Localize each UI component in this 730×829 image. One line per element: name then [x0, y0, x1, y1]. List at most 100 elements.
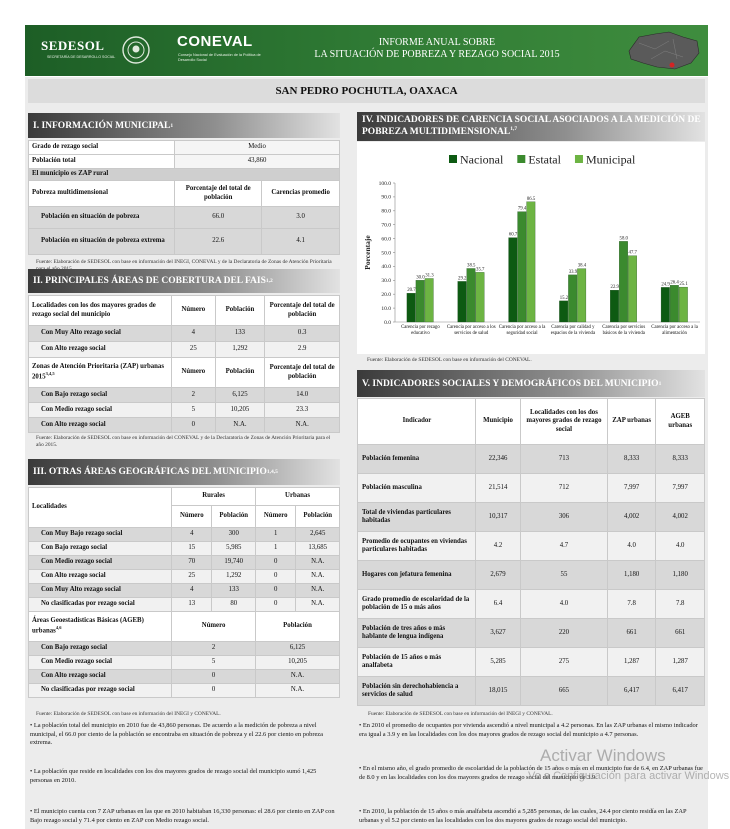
table-cell: 8,333 [606, 444, 657, 474]
footnote-ref: 1 [170, 122, 174, 129]
table-cell: 1,180 [655, 560, 705, 590]
table-cell: 0 [171, 669, 257, 684]
coneval-logo: CONEVAL [177, 33, 253, 50]
table-cell: N.A. [214, 417, 266, 433]
table-row: Número Población Número Población [29, 505, 340, 528]
bullet-paragraph: • La población total del municipio en 20… [30, 722, 323, 747]
section-title-text: IV. INDICADORES DE CARENCIA SOCIAL ASOCI… [362, 115, 701, 138]
table-cell: Promedio de ocupantes en viviendas parti… [357, 531, 476, 561]
table-row: Población en situación de pobreza 66.0 3.0 [27, 206, 340, 229]
table-row: El municipio es ZAP rural [28, 168, 340, 181]
bullet-paragraph: • En 2010, la población de 15 años o más… [359, 808, 687, 824]
bar [628, 255, 637, 323]
table-cell: Con Muy Bajo rezago social [27, 527, 173, 542]
table-cell: 300 [211, 527, 257, 542]
table-row: Con Muy Alto rezago social 4 133 0 N.A. [27, 583, 340, 598]
table-row: Pobreza multidimensional Porcentaje del t… [27, 180, 340, 207]
table-cell: 713 [520, 444, 608, 474]
x-tick-label: Carencia por servicios básicos de la viv… [602, 325, 646, 336]
bar [475, 272, 485, 323]
x-tick-label: Carencia por acceso a la alimentación [651, 325, 698, 336]
legend-label: Municipal [586, 153, 636, 167]
table-cell: N.A. [295, 555, 340, 570]
data-label: 15.2 [560, 296, 569, 301]
table-row: No clasificadas por rezago social 0 N.A. [27, 683, 340, 698]
section-title: II. PRINCIPALES ÁREAS DE COBERTURA DEL F… [33, 276, 266, 286]
table-row: Con Alto rezago social 0 N.A. [27, 669, 340, 684]
data-table: Localidades con los dos mayores grados d… [27, 295, 340, 433]
data-table: Indicador Municipio Localidades con los do… [357, 398, 705, 706]
data-label: 47.7 [629, 251, 638, 256]
table-row: Con Alto rezago social 25 1,292 2.9 [27, 341, 340, 358]
data-label: 58.0 [620, 236, 629, 241]
watermark: Activar Windows [540, 746, 666, 765]
table-row: Población sin derechohabiencia a servici… [357, 676, 705, 706]
table-cell: 665 [520, 676, 608, 706]
bar [508, 237, 518, 323]
table-row: Con Bajo rezago social 2 6,125 [27, 641, 340, 656]
data-label: 79.4 [518, 207, 527, 212]
table-cell: 10,205 [214, 402, 266, 418]
report-title-line: INFORME ANUAL SOBRE [378, 37, 496, 48]
bar [577, 268, 587, 323]
watermark: Ve a Configuración para activar Windows. [528, 770, 730, 782]
table-cell: Con Medio rezago social [27, 402, 173, 418]
table-cell: 133 [211, 583, 257, 598]
section-header: V. INDICADORES SOCIALES Y DEMOGRÁFICOS D… [357, 370, 705, 397]
table-cell: Población en situación de pobreza extrem… [27, 228, 176, 255]
bar [678, 286, 688, 323]
table-cell: N.A. [295, 569, 340, 584]
table-cell: Pobreza multidimensional [27, 180, 176, 207]
table-cell: 4.2 [474, 531, 522, 561]
section-header: IV. INDICADORES DE CARENCIA SOCIAL ASOCI… [357, 112, 705, 141]
table-cell: Carencias promedio [261, 180, 340, 207]
table-cell: 2,645 [295, 527, 340, 542]
sedesol-logo: SEDESOL [41, 38, 105, 53]
table-cell: ZAP urbanas [606, 398, 657, 445]
table-cell: 712 [520, 473, 608, 503]
section-title: III. OTRAS ÁREAS GEOGRÁFICAS DEL MUNICIP… [33, 467, 267, 477]
table-body: Localidades con los dos mayores grados d… [27, 295, 340, 433]
table-cell: 1 [255, 541, 297, 556]
table-row: Con Alto rezago social 25 1,292 0 N.A. [27, 569, 340, 584]
table-cell: Localidades con los dos mayores grados d… [27, 295, 173, 326]
table-cell: Con Alto rezago social [27, 669, 173, 684]
table-cell: 7,997 [655, 473, 705, 503]
report-title: INFORME ANUAL SOBRE LA SITUACIÓN DE POBR… [287, 37, 587, 60]
data-table: Localidades Rurales Urbanas Número Población… [27, 487, 340, 698]
table-row: Grado promedio de escolaridad de la pobl… [357, 589, 705, 619]
table-cell: Población sin derechohabiencia a servici… [357, 676, 476, 706]
table-cell: 22,346 [474, 444, 522, 474]
table-cell: 6,125 [255, 641, 340, 656]
table-cell: 4 [171, 325, 216, 342]
coneval-subtitle: Consejo Nacional de Evaluación de la Pol… [178, 53, 261, 62]
table-cell: Número [171, 357, 216, 388]
table-cell: 4.0 [655, 531, 705, 561]
table-row: Zonas de Atención Prioritaria (ZAP) urba… [27, 357, 340, 388]
table-cell: 220 [520, 618, 608, 648]
table-body: Grado de rezago social Medio Población tot… [27, 140, 340, 255]
table-cell: Con Medio rezago social [27, 555, 173, 570]
table-row: Población de tres años o más hablante de… [357, 618, 705, 648]
table-cell: 22.6 [174, 228, 263, 255]
state-map [628, 31, 700, 70]
table-cell: N.A. [264, 417, 340, 433]
table-row: Hogares con jefatura femenina 2,679 55 1,18… [357, 560, 705, 590]
table-cell: N.A. [255, 683, 340, 698]
table-cell: 2,679 [474, 560, 522, 590]
table-cell: Total de viviendas particulares habitada… [357, 502, 476, 532]
table-cell: 8,333 [655, 444, 705, 474]
chart: 0.0 10.0 20.0 30.0 40.0 50.0 60.0 70.0 80.0 90.0 1… [357, 142, 705, 354]
table-cell: 10,205 [255, 655, 340, 670]
table-cell: Grado promedio de escolaridad de la pobl… [357, 589, 476, 619]
table-cell: 1,287 [606, 647, 657, 677]
data-label: 22.9 [611, 285, 620, 290]
table-cell: Población femenina [357, 444, 476, 474]
data-label: 31.3 [425, 273, 434, 278]
table-cell: 1,292 [211, 569, 257, 584]
table-cell: 6.4 [474, 589, 522, 619]
table-cell: Población [211, 505, 257, 528]
bar [466, 268, 476, 323]
table-cell: 661 [606, 618, 657, 648]
